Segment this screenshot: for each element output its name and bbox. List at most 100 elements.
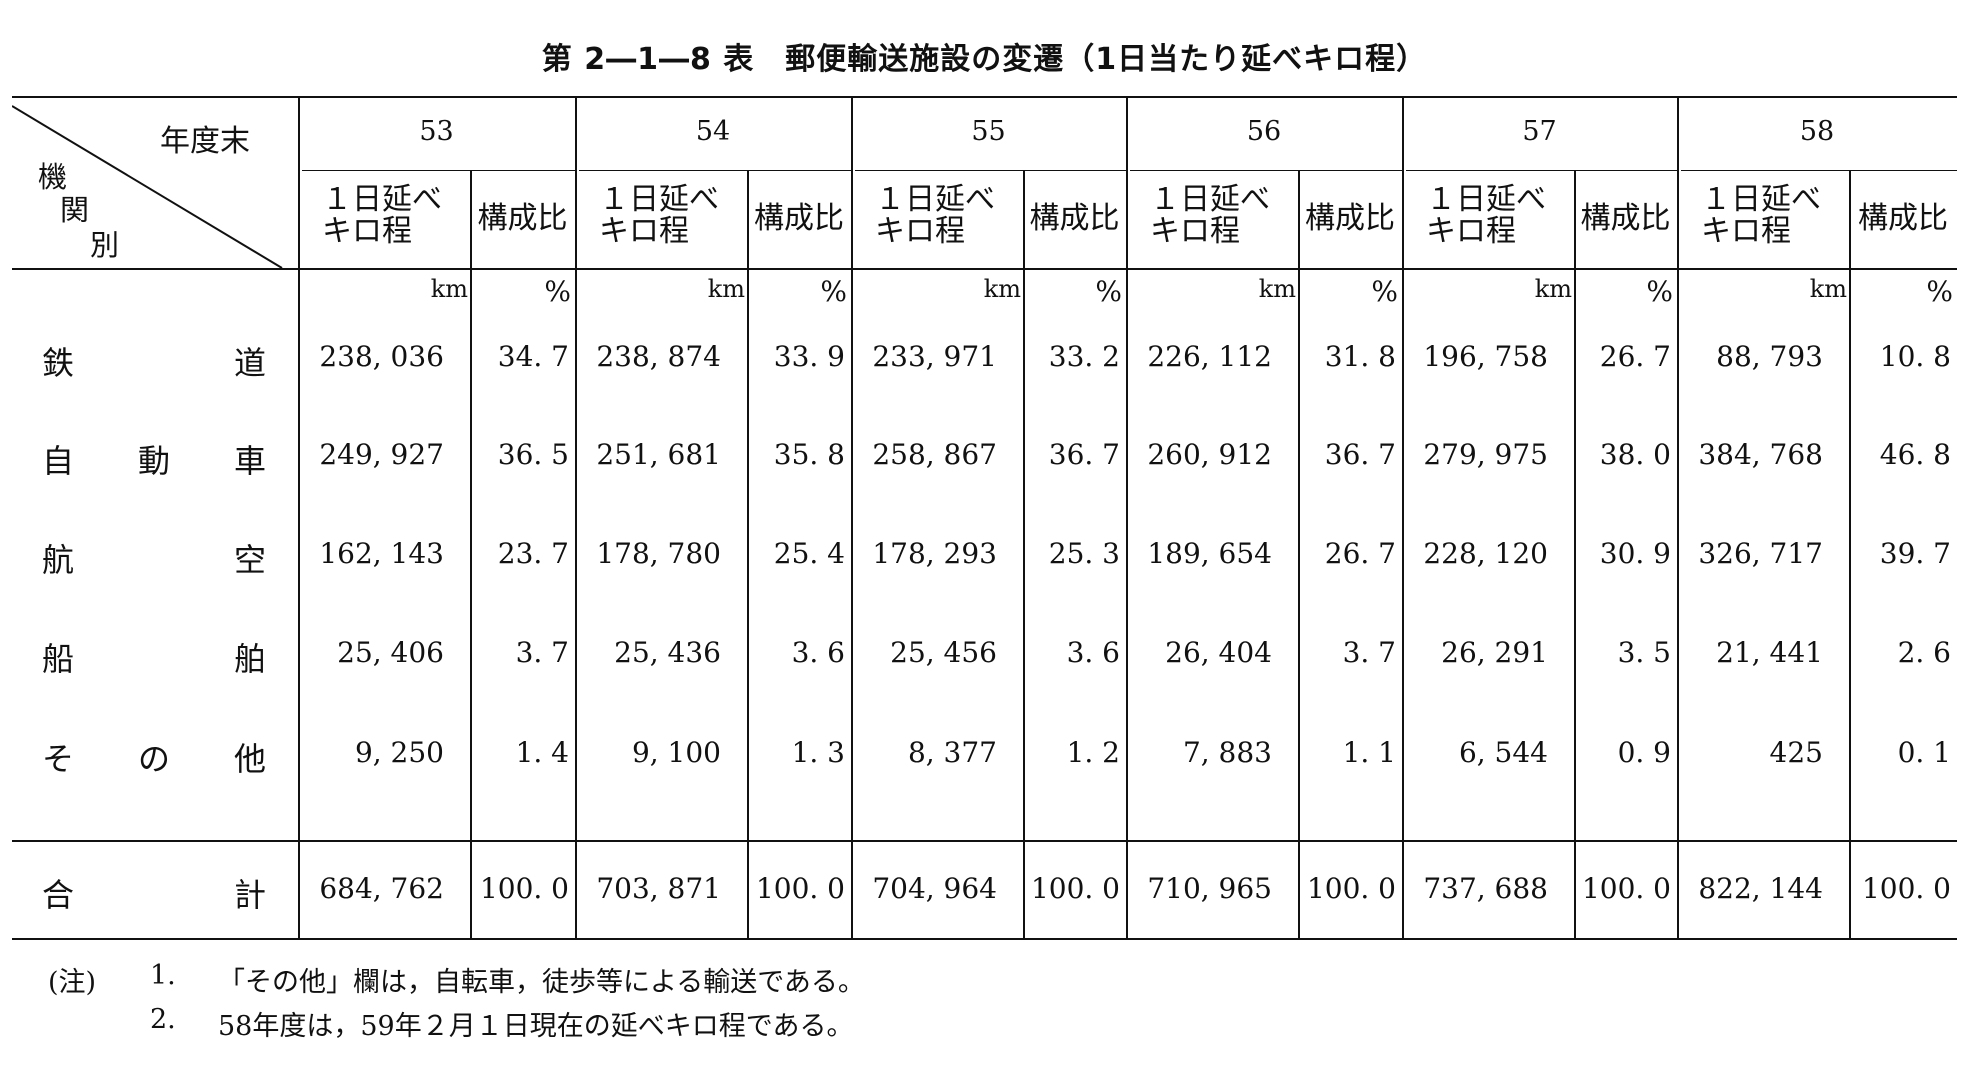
year-subheader-rule <box>302 170 575 171</box>
table-cell-km: 228, 120 <box>1423 537 1548 570</box>
table-cell-km: 822, 144 <box>1698 872 1823 905</box>
table-cell-ratio: 38. 0 <box>1599 438 1671 471</box>
year-header: 54 <box>695 116 731 147</box>
table-cell-km: 178, 293 <box>872 537 997 570</box>
table-cell-ratio: 25. 4 <box>773 537 845 570</box>
year-header: 55 <box>971 116 1006 147</box>
table-cell-ratio: 3. 6 <box>1066 636 1120 669</box>
table-title: 第 2―1―8 表 郵便輸送施設の変遷（1日当たり延べキロ程） <box>541 42 1428 77</box>
table-cell-ratio: 31. 8 <box>1324 340 1396 373</box>
table-cell-ratio: 25. 3 <box>1048 537 1120 570</box>
row-label: 舶 <box>234 640 267 678</box>
table-cell-km: 710, 965 <box>1147 872 1272 905</box>
table-cell-ratio: 36. 5 <box>497 438 569 471</box>
km-ratio-divider <box>747 170 749 938</box>
table-cell-ratio: 1. 2 <box>1066 736 1120 769</box>
table-cell-km: 7, 883 <box>1182 736 1272 769</box>
table-cell-km: 189, 654 <box>1147 537 1272 570</box>
table-cell-km: 8, 377 <box>907 736 997 769</box>
year-group-rule <box>851 96 853 938</box>
table-cell-ratio: 0. 1 <box>1897 736 1951 769</box>
km-column-header: １日延べ キロ程 <box>1150 182 1270 249</box>
percent-unit-label: % <box>1926 275 1953 308</box>
table-bottom-rule <box>12 938 1957 940</box>
table-cell-km: 196, 758 <box>1423 340 1548 373</box>
table-cell-km: 238, 036 <box>319 340 444 373</box>
table-cell-ratio: 100. 0 <box>755 872 845 905</box>
table-cell-km: 9, 100 <box>631 736 721 769</box>
table-cell-ratio: 10. 8 <box>1879 340 1951 373</box>
table-cell-ratio: 36. 7 <box>1048 438 1120 471</box>
ratio-column-header: 構成比 <box>477 201 568 236</box>
percent-unit-label: % <box>1371 275 1398 308</box>
year-header: 57 <box>1522 116 1557 147</box>
corner-diagonal <box>12 105 283 269</box>
table-cell-km: 704, 964 <box>872 872 997 905</box>
row-label: 空 <box>234 541 267 579</box>
table-cell-km: 703, 871 <box>596 872 721 905</box>
row-label: 車 <box>234 442 267 480</box>
km-unit-label: km <box>707 275 745 303</box>
row-label: 動 <box>138 442 171 480</box>
percent-unit-label: % <box>544 275 571 308</box>
corner-side-label: 関 <box>60 193 90 227</box>
total-row-label: 計 <box>234 876 267 914</box>
table-cell-ratio: 1. 1 <box>1342 736 1396 769</box>
table-cell-km: 6, 544 <box>1458 736 1548 769</box>
km-ratio-divider <box>1298 170 1300 938</box>
km-unit-label: km <box>1534 275 1572 303</box>
percent-unit-label: % <box>820 275 847 308</box>
row-label: 航 <box>42 541 75 579</box>
table-cell-km: 25, 436 <box>614 636 721 669</box>
row-label: 他 <box>234 740 267 778</box>
total-row-label: 合 <box>42 876 75 914</box>
km-ratio-divider <box>470 170 472 938</box>
row-label: そ <box>42 740 75 778</box>
table-cell-ratio: 34. 7 <box>497 340 569 373</box>
km-column-header: １日延べ キロ程 <box>875 182 995 249</box>
table-cell-km: 260, 912 <box>1147 438 1272 471</box>
percent-unit-label: % <box>1095 275 1122 308</box>
km-ratio-divider <box>1574 170 1576 938</box>
ratio-column-header: 構成比 <box>1029 201 1120 236</box>
table-cell-km: 88, 793 <box>1716 340 1823 373</box>
table-cell-km: 162, 143 <box>319 537 444 570</box>
km-column-header: １日延べ キロ程 <box>1426 182 1546 249</box>
year-header: 56 <box>1246 116 1282 147</box>
table-cell-ratio: 100. 0 <box>479 872 569 905</box>
table-cell-ratio: 1. 4 <box>515 736 569 769</box>
corner-side-label: 機 <box>38 160 68 194</box>
km-unit-label: km <box>983 275 1021 303</box>
table-cell-ratio: 35. 8 <box>773 438 845 471</box>
row-label: 船 <box>42 640 75 678</box>
table-cell-ratio: 3. 7 <box>1342 636 1396 669</box>
table-cell-km: 238, 874 <box>596 340 721 373</box>
year-subheader-rule <box>1406 170 1677 171</box>
year-group-rule <box>1126 96 1128 938</box>
table-cell-km: 25, 456 <box>890 636 997 669</box>
ratio-column-header: 構成比 <box>1580 201 1671 236</box>
table-cell-km: 9, 250 <box>354 736 444 769</box>
year-group-rule <box>1677 96 1679 938</box>
header-bottom-rule <box>12 268 1957 270</box>
note-number: 1. <box>150 960 176 991</box>
km-column-header: １日延べ キロ程 <box>599 182 719 249</box>
table-cell-km: 425 <box>1769 736 1823 769</box>
table-cell-km: 21, 441 <box>1716 636 1823 669</box>
note-text: 58年度は，59年２月１日現在の延べキロ程である。 <box>218 1011 854 1042</box>
table-cell-km: 26, 291 <box>1441 636 1548 669</box>
label-column-rule <box>298 96 300 938</box>
table-cell-ratio: 100. 0 <box>1030 872 1120 905</box>
year-group-rule <box>1402 96 1404 938</box>
year-subheader-rule <box>855 170 1126 171</box>
table-cell-ratio: 3. 6 <box>791 636 845 669</box>
table-cell-km: 251, 681 <box>596 438 721 471</box>
year-header: 53 <box>419 116 454 147</box>
notes-prefix: (注) <box>48 967 97 998</box>
table-cell-ratio: 23. 7 <box>497 537 569 570</box>
row-label: の <box>138 740 171 778</box>
table-cell-km: 684, 762 <box>319 872 444 905</box>
table-cell-ratio: 30. 9 <box>1599 537 1671 570</box>
table-cell-ratio: 2. 6 <box>1897 636 1951 669</box>
table-top-rule <box>12 96 1957 98</box>
